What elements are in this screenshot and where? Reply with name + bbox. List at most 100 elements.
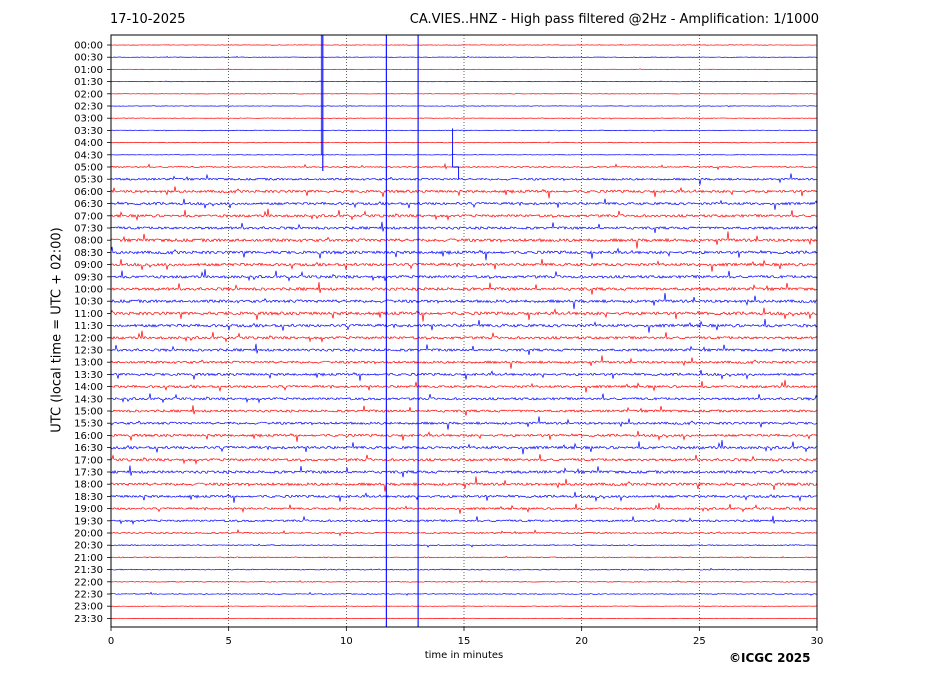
y-tick-label: 15:00 (74, 407, 103, 418)
trace-row-0430 (110, 154, 818, 156)
trace-row-1900 (110, 502, 818, 514)
y-tick-label: 14:00 (74, 382, 103, 393)
y-tick-label: 21:30 (74, 565, 103, 576)
y-tick-label: 14:30 (74, 394, 103, 405)
trace-row-1100 (110, 307, 818, 322)
x-tick-label: 15 (458, 636, 471, 647)
trace-row-0530 (110, 173, 818, 185)
trace-row-2330 (110, 617, 817, 619)
y-tick-label: 11:00 (74, 309, 103, 320)
y-tick-label: 10:00 (74, 285, 103, 296)
y-tick-label: 16:00 (74, 431, 103, 442)
trace-row-0930 (110, 269, 818, 282)
x-tick-label: 10 (340, 636, 353, 647)
trace-row-2230 (110, 591, 818, 596)
y-tick-label: 17:30 (74, 468, 103, 479)
trace-row-1930 (110, 515, 818, 525)
y-tick-label: 04:00 (74, 138, 103, 149)
y-tick-label: 19:00 (74, 504, 103, 515)
event-step-3 (452, 128, 460, 180)
trace-row-0800 (110, 231, 818, 249)
trace-row-0500 (110, 162, 818, 171)
trace-row-0130 (110, 80, 818, 83)
trace-row-0900 (110, 258, 818, 272)
y-tick-label: 06:30 (74, 199, 103, 210)
trace-row-1330 (110, 369, 818, 381)
y-tick-label: 23:00 (74, 602, 103, 613)
y-tick-label: 10:30 (74, 297, 103, 308)
trace-row-1830 (110, 491, 818, 503)
trace-row-1530 (110, 416, 818, 430)
y-tick-label: 20:00 (74, 529, 103, 540)
trace-row-1600 (110, 430, 818, 442)
trace-row-0000 (110, 44, 818, 46)
y-tick-label: 22:30 (74, 590, 103, 601)
trace-row-1500 (110, 405, 818, 416)
y-tick-label: 07:30 (74, 224, 103, 235)
grid-layer (228, 35, 700, 627)
y-tick-label: 08:00 (74, 236, 103, 247)
y-tick-label: 06:00 (74, 187, 103, 198)
trace-row-1200 (110, 330, 818, 343)
y-tick-label: 12:30 (74, 346, 103, 357)
x-tick-label: 5 (225, 636, 231, 647)
trace-row-0700 (110, 208, 818, 222)
trace-row-1430 (110, 393, 818, 404)
trace-row-2000 (110, 528, 818, 537)
copyright-label: ©ICGC 2025 (729, 651, 811, 665)
y-tick-label: 03:30 (74, 126, 103, 137)
trace-row-2130 (110, 567, 818, 571)
y-tick-label: 00:00 (74, 41, 103, 52)
trace-row-1800 (110, 476, 818, 492)
y-tick-label: 05:30 (74, 175, 103, 186)
y-tick-label: 22:00 (74, 577, 103, 588)
y-tick-label: 18:30 (74, 492, 103, 503)
trace-row-0730 (110, 221, 818, 233)
y-tick-label: 23:30 (74, 614, 103, 625)
trace-row-1030 (110, 292, 818, 310)
y-tick-label: 08:30 (74, 248, 103, 259)
y-tick-label: 16:30 (74, 443, 103, 454)
y-tick-label: 01:30 (74, 77, 103, 88)
trace-row-0400 (110, 141, 818, 144)
y-tick-label: 05:00 (74, 163, 103, 174)
trace-row-1130 (110, 318, 818, 333)
trace-row-2100 (110, 555, 818, 559)
y-tick-label: 13:00 (74, 358, 103, 369)
x-tick-label: 20 (575, 636, 588, 647)
plot-frame (110, 34, 818, 628)
y-tick-label: 02:00 (74, 89, 103, 100)
trace-row-1230 (110, 343, 818, 355)
y-tick-label: 21:00 (74, 553, 103, 564)
trace-row-0300 (110, 117, 818, 120)
trace-row-2030 (110, 543, 818, 548)
x-axis-label: time in minutes (424, 650, 504, 661)
date-label: 17-10-2025 (110, 12, 186, 27)
trace-row-1400 (110, 379, 818, 393)
trace-row-1730 (110, 465, 818, 478)
y-tick-label: 15:30 (74, 419, 103, 430)
x-tick-label: 25 (693, 636, 706, 647)
trace-row-1700 (110, 454, 818, 465)
x-tick-label: 0 (108, 636, 114, 647)
trace-row-0630 (110, 198, 818, 210)
trace-row-0330 (110, 129, 818, 132)
y-tick-label: 02:30 (74, 102, 103, 113)
trace-row-0100 (110, 68, 818, 71)
y-tick-label: 17:00 (74, 455, 103, 466)
trace-row-0030 (110, 55, 818, 58)
y-tick-label: 09:00 (74, 260, 103, 271)
trace-row-1300 (110, 355, 818, 369)
y-tick-label: 19:30 (74, 516, 103, 527)
trace-row-0600 (110, 186, 818, 199)
y-tick-label: 18:00 (74, 480, 103, 491)
event-layer (320, 35, 460, 627)
y-tick-label: 07:00 (74, 211, 103, 222)
y-tick-label: 13:30 (74, 370, 103, 381)
trace-layer (110, 44, 818, 619)
trace-row-1630 (110, 439, 818, 455)
y-tick-label: 09:30 (74, 272, 103, 283)
y-tick-label: 00:30 (74, 53, 103, 64)
